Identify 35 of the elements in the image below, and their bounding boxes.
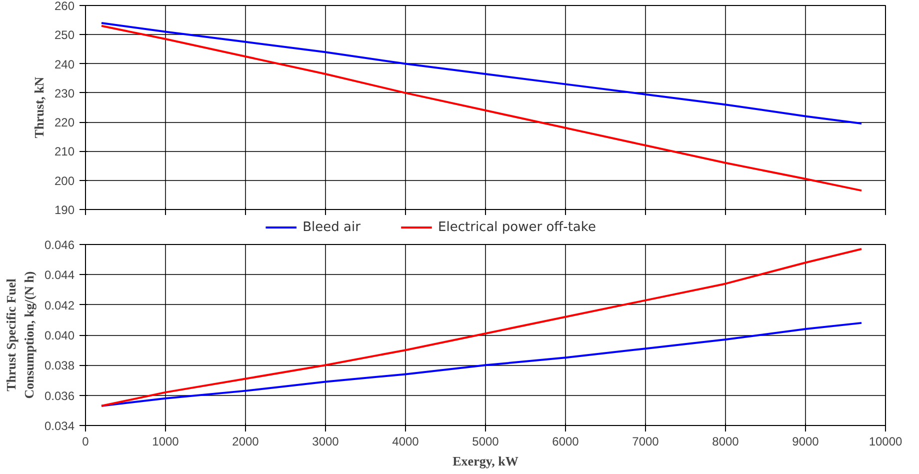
y-tick-label: 0.044 xyxy=(44,268,75,282)
x-tick-label: 1000 xyxy=(152,434,180,448)
x-tick-label: 10000 xyxy=(868,434,903,448)
x-tick-label: 0 xyxy=(82,434,90,448)
y-tick-label: 230 xyxy=(54,86,75,100)
x-tick-label: 2000 xyxy=(232,434,260,448)
x-tick-label: 4000 xyxy=(392,434,420,448)
line-series xyxy=(100,248,862,407)
x-tick-label: 5000 xyxy=(472,434,500,448)
x-axis-title: Exergy, kW xyxy=(452,454,518,468)
y-tick-label: 0.042 xyxy=(44,298,75,312)
y-tick-label: 200 xyxy=(54,174,75,188)
line-series xyxy=(100,322,862,407)
y-tick-label: 190 xyxy=(54,203,75,217)
y-tick-label: 0.040 xyxy=(44,328,75,342)
y-tick-label: 210 xyxy=(54,144,75,159)
line-series xyxy=(100,22,862,125)
line-series xyxy=(100,24,862,192)
x-tick-label: 7000 xyxy=(632,434,660,448)
y-tick-label: 0.046 xyxy=(44,238,75,252)
x-tick-label: 9000 xyxy=(792,434,820,448)
y-axis-title: Thrust Specific Fuel Consumption, kg/(N h) xyxy=(3,271,36,399)
x-tick-label: 8000 xyxy=(712,434,740,448)
y-tick-label: 220 xyxy=(54,116,75,130)
y-axis-title: Thrust, kN xyxy=(31,76,46,138)
y-tick-label: 0.034 xyxy=(44,419,75,433)
legend-label: Bleed air xyxy=(302,220,362,235)
y-tick-label: 0.036 xyxy=(44,388,75,403)
y-tick-label: 250 xyxy=(54,28,75,42)
y-tick-label: 0.038 xyxy=(44,358,75,373)
y-tick-label: 260 xyxy=(54,0,75,13)
x-tick-label: 3000 xyxy=(312,434,340,448)
y-tick-label: 240 xyxy=(54,57,75,72)
x-tick-label: 6000 xyxy=(552,434,580,448)
legend-label: Electrical power off-take xyxy=(438,220,596,235)
